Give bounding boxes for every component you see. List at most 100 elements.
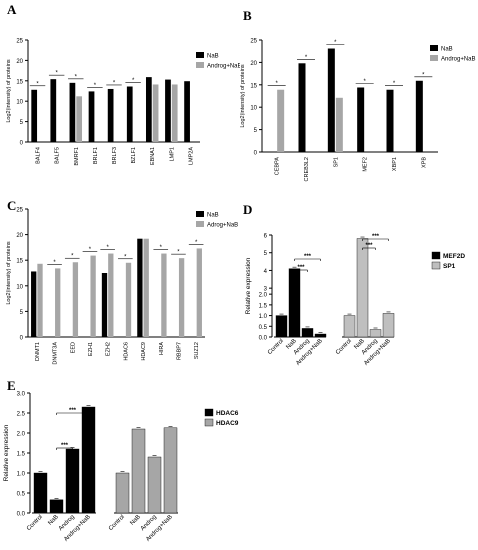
panel-c-letter: C [7, 198, 17, 213]
x-tick-label: BZLF1 [131, 147, 137, 164]
bar-hdac6-control [33, 472, 48, 514]
bar-hdac9-androg [147, 456, 162, 514]
y-tick-label: 4 [264, 269, 268, 275]
panel-a-letter: A [7, 2, 17, 17]
bar-hdac6-nab [49, 499, 64, 514]
y-tick-label: 5 [20, 310, 24, 316]
legend-label: Adrog+NaB [207, 223, 238, 229]
x-tick-label: BALF5 [55, 147, 61, 164]
significance-marker: * [55, 71, 58, 77]
bar-lmp2a-series1 [184, 81, 190, 142]
bar-ezh2-series1 [101, 273, 108, 337]
significance-marker: * [363, 79, 366, 85]
significance-marker: * [177, 250, 180, 256]
bar-xbp1-series1 [386, 89, 394, 152]
y-tick-label: 0.5 [259, 325, 268, 331]
significance-marker: *** [304, 254, 312, 260]
y-tick-label: 1.5 [17, 452, 26, 458]
legend-swatch [196, 221, 204, 227]
x-tick-label: NaB [129, 514, 141, 526]
y-tick-label: 3 [264, 287, 268, 293]
x-tick-label: NaB [47, 514, 59, 526]
bar-hdac6-series2 [125, 262, 132, 337]
bar-sp1-control [343, 315, 356, 338]
bar-hdac6-androg-nab [81, 406, 96, 514]
significance-marker: *** [69, 408, 77, 414]
legend-swatch [431, 261, 441, 270]
y-tick-label: 25 [16, 39, 23, 45]
x-tick-label: EBNA1 [150, 147, 156, 165]
significance-marker: *** [372, 234, 380, 240]
significance-marker: * [71, 254, 74, 260]
y-tick-label: 3.0 [17, 392, 26, 398]
bar-bmrf1-series1 [69, 82, 76, 142]
bar-sp1-series2 [335, 97, 343, 152]
x-tick-label: LMP2A [188, 147, 194, 165]
significance-marker: * [36, 81, 39, 87]
significance-marker: *** [61, 443, 69, 449]
x-tick-label: EZH2 [106, 342, 112, 356]
significance-marker: * [113, 80, 116, 86]
x-tick-label: LMP1 [169, 147, 175, 161]
y-axis-label: Relative expression [245, 257, 252, 314]
legend-swatch [430, 45, 438, 51]
significance-marker: * [195, 240, 198, 246]
bar-sp1-androg [369, 329, 382, 338]
significance-marker: * [89, 247, 92, 253]
panel-d-letter: D [243, 202, 253, 217]
bar-creb3l2-series1 [298, 63, 306, 152]
legend-label: Androg+NaB [441, 57, 476, 63]
x-tick-label: BALF4 [36, 147, 42, 164]
legend-swatch [196, 62, 204, 68]
legend-label: Androg+NaB [207, 64, 240, 70]
chart-b: 0 5 10 15 20 25 Log2(intensity) of proteins * CE… [240, 39, 476, 182]
legend-label: NaB [207, 213, 219, 219]
x-tick-label: BRLF1 [93, 147, 99, 164]
bar-mef2d-nab [288, 268, 301, 338]
y-tick-label: 20 [250, 61, 257, 67]
x-tick-label: SUZ12 [194, 342, 200, 359]
bar-hira-series2 [161, 253, 167, 337]
bar-brlf3-series1 [107, 88, 114, 142]
bar-mef2d-androg-nab [314, 333, 327, 338]
y-tick-label: 0.5 [17, 492, 26, 498]
bar-suz12-series2 [196, 248, 202, 337]
x-tick-label: DNMT3A [53, 342, 59, 365]
x-tick-label: SP1 [333, 157, 339, 167]
legend-label: HDAC6 [216, 410, 239, 417]
bar-sp1-nab [356, 238, 369, 338]
y-tick-label: 6 [264, 234, 268, 240]
legend-swatch [196, 52, 204, 58]
significance-marker: * [305, 55, 308, 61]
significance-marker: * [124, 254, 127, 260]
legend-swatch [430, 55, 438, 61]
significance-marker: * [75, 74, 78, 80]
bar-sp1-series1 [327, 48, 335, 152]
y-tick-label: 1.5 [259, 303, 268, 309]
significance-marker: * [132, 78, 135, 84]
x-tick-label: DNMT1 [35, 342, 41, 361]
bar-balf5-series1 [50, 79, 57, 142]
y-tick-label: 15 [16, 79, 23, 85]
bar-hdac9-control [115, 472, 130, 514]
bar-mef2-series1 [357, 87, 365, 152]
bar-hdac9-series2 [143, 238, 149, 337]
bar-hdac9-androg-nab [163, 427, 178, 514]
bar-hdac6-androg [65, 448, 80, 514]
x-tick-label: EED [70, 342, 76, 353]
bar-balf4-series1 [31, 89, 38, 142]
y-tick-label: 2.0 [17, 432, 26, 438]
x-tick-label: HDAC9 [141, 342, 147, 361]
legend-label: SP1 [443, 263, 456, 270]
bar-cebpa-series2 [277, 89, 285, 152]
significance-marker: * [160, 245, 163, 251]
x-tick-label: Control [267, 338, 285, 356]
legend-label: HDAC9 [216, 420, 239, 427]
x-tick-label: CEBPA [275, 157, 281, 176]
y-tick-label: 1.0 [17, 472, 26, 478]
y-tick-label: 20 [16, 233, 23, 239]
y-tick-label: 1.0 [259, 314, 268, 320]
significance-marker: *** [365, 243, 373, 249]
y-tick-label: 15 [250, 83, 257, 89]
y-tick-label: 15 [16, 259, 23, 265]
